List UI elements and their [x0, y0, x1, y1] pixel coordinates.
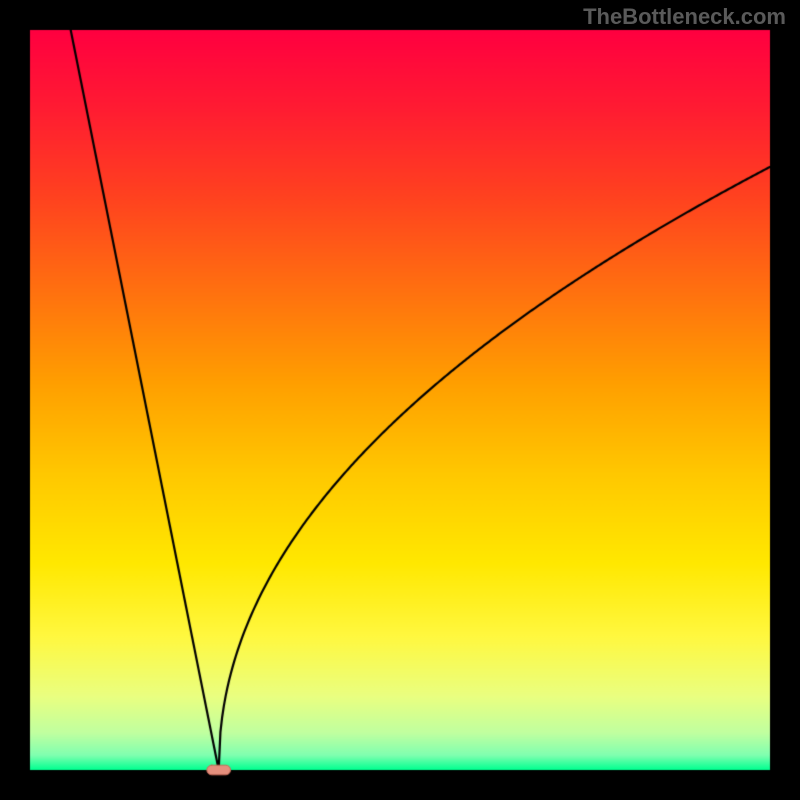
watermark-text: TheBottleneck.com — [583, 4, 786, 30]
chart-container: TheBottleneck.com — [0, 0, 800, 800]
bottleneck-curve-chart — [0, 0, 800, 800]
